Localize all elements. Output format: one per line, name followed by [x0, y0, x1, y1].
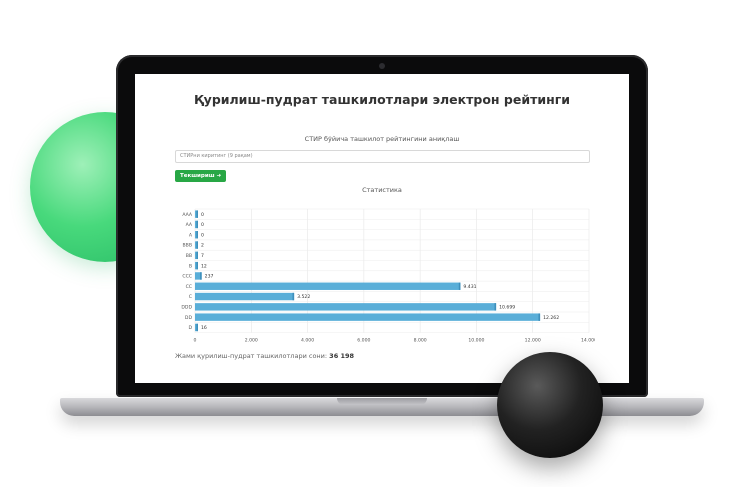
bar-edge [494, 303, 497, 311]
y-category-label: A [189, 232, 193, 238]
check-button-label: Текшириш [180, 173, 215, 179]
y-category-label: DD [185, 315, 193, 321]
bar-value-label: 7 [201, 253, 204, 259]
y-category-label: BBB [183, 243, 192, 249]
bar-ccc [195, 272, 202, 280]
x-tick-label: 6.000 [357, 338, 370, 344]
bar-value-label: 10.699 [499, 304, 515, 310]
x-tick-label: 12.000 [525, 338, 541, 344]
y-category-label: AAA [182, 212, 193, 218]
bar-value-label: 12 [201, 263, 207, 269]
decorative-black-sphere [497, 352, 603, 458]
bar-edge [538, 313, 541, 321]
bar-c [195, 292, 295, 301]
y-category-label: D [188, 325, 192, 331]
bar-value-label: 2 [201, 243, 204, 249]
check-button[interactable]: Текшириш ➜ [175, 170, 227, 182]
y-category-label: AA [186, 222, 193, 228]
y-category-label: B [189, 263, 192, 269]
x-tick-label: 8.000 [414, 338, 427, 344]
y-category-label: CC [186, 284, 192, 290]
inn-input[interactable]: СТИРни киритинг (9 рақам) [175, 150, 590, 163]
bar-ddd [195, 303, 497, 311]
y-category-label: CCC [182, 274, 192, 280]
x-tick-label: 10.000 [468, 338, 484, 344]
bar-value-label: 16 [201, 325, 207, 331]
total-value: 36 198 [329, 352, 355, 360]
bar-edge [196, 241, 198, 249]
y-category-label: C [189, 294, 192, 300]
bar-edge [458, 282, 461, 290]
laptop-notch [337, 398, 427, 405]
bar-edge [196, 251, 198, 260]
camera-dot [379, 63, 385, 69]
statistics-title: Статистика [362, 186, 402, 194]
bar-edge [196, 261, 198, 270]
bar-edge [200, 272, 202, 280]
bar-edge [196, 210, 198, 218]
bar-edge [196, 231, 198, 239]
search-label: СТИР бўйича ташкилот рейтингини аниқлаш [304, 135, 460, 143]
x-tick-label: 0 [194, 338, 197, 344]
total-label: Жами қурилиш-пудрат ташкилотлари сони: [175, 352, 328, 360]
bar-value-label: 12.262 [543, 315, 559, 321]
arrow-right-icon: ➜ [216, 173, 222, 179]
bar-value-label: 0 [201, 232, 204, 238]
x-tick-label: 4.000 [301, 338, 314, 344]
bar-edge [196, 220, 198, 229]
bar-edge [196, 323, 198, 332]
x-tick-label: 2.000 [245, 338, 258, 344]
bar-value-label: 9.431 [463, 284, 476, 290]
laptop-base [60, 398, 704, 416]
y-category-label: DDD [181, 304, 192, 310]
laptop-screen: Қурилиш-пудрат ташкилотлари электрон рей… [135, 74, 629, 383]
laptop-lid: Қурилиш-пудрат ташкилотлари электрон рей… [116, 55, 648, 397]
page-title: Қурилиш-пудрат ташкилотлари электрон рей… [193, 92, 571, 107]
bar-cc [195, 282, 461, 290]
total-row: Жами қурилиш-пудрат ташкилотлари сони: 3… [175, 352, 354, 360]
bar-edge [292, 292, 295, 301]
x-tick-label: 14.000 [581, 338, 595, 344]
bar-value-label: 237 [205, 274, 214, 280]
y-category-label: BB [186, 253, 192, 259]
bar-value-label: 0 [201, 212, 204, 218]
bar-value-label: 0 [201, 222, 204, 228]
bar-value-label: 3.522 [297, 294, 310, 300]
bar-dd [195, 313, 541, 321]
rating-bar-chart: 0 2.000 4.000 6.000 8.000 10.000 12.000 14.000 A… [181, 208, 595, 344]
